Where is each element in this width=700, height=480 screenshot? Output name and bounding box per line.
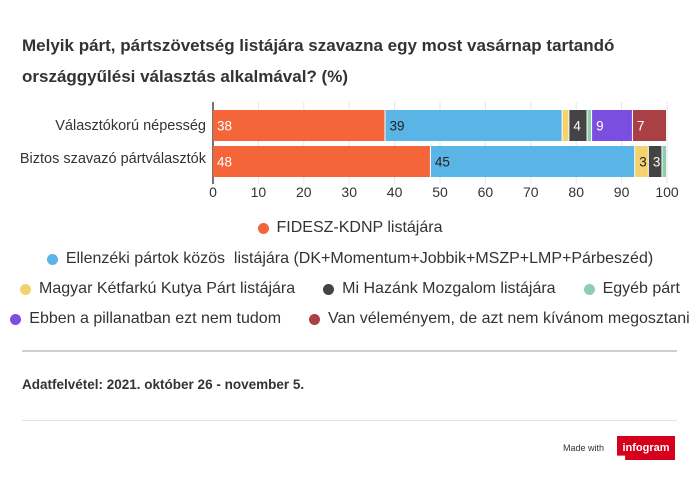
legend-row-4: Ebben a pillanatban ezt nem tudom Van vé… [0,310,700,328]
legend-dot-mi-hazank [323,283,335,295]
legend-item-fidesz[interactable]: FIDESZ-KDNP listájára [257,219,443,237]
footnote: Adatfelvétel: 2021. október 26 - novembe… [22,377,305,392]
stacked-bar-chart: 38 39 4 9 7 48 45 3 3 0 10 20 30 40 50 60 70 80 90 100 [209,102,679,200]
legend-dot-ellenzek [46,253,58,265]
legend-dot-fidesz [257,222,269,234]
bar-segment[interactable] [213,110,385,141]
category-label-valasztokoru: Választókorú népesség [55,118,206,134]
bar-segment[interactable] [632,110,666,141]
x-tick-label: 30 [341,184,357,200]
bar-value-label: 3 [639,155,647,170]
legend-dot-nem-tudom [10,313,22,325]
bar-segment[interactable] [385,110,562,141]
separator-line-bottom [22,420,677,421]
bar-segment[interactable] [569,110,587,141]
x-tick-label: 80 [568,184,584,200]
bar-segment[interactable] [662,146,666,177]
x-tick-label: 20 [296,184,312,200]
made-with-text: Made with [563,443,605,453]
bar-segment[interactable] [648,146,662,177]
bar-value-label: 38 [217,119,232,134]
bar-value-label: 39 [390,119,405,134]
bar-value-label: 45 [435,155,450,170]
legend-dot-mkkp [20,283,32,295]
x-tick-label: 0 [209,184,217,200]
x-tick-label: 100 [655,184,679,200]
bar-value-label: 3 [653,155,661,170]
legend-item-nem-kivanom[interactable]: Van véleményem, de azt nem kívánom megos… [309,310,690,328]
bar-segment[interactable] [592,110,632,141]
legend-row-2: Ellenzéki pártok közös listájára (DK+Mom… [0,250,700,268]
x-tick-label: 70 [523,184,539,200]
bar-value-label: 48 [217,155,232,170]
chart-title: Melyik párt, pártszövetség listájára sza… [22,36,615,86]
legend-item-mi-hazank[interactable]: Mi Hazánk Mozgalom listájára [323,280,556,298]
separator-line [22,350,677,352]
x-tick-label: 90 [614,184,630,200]
legend-label-fidesz: FIDESZ-KDNP listájára [276,219,443,236]
legend-label-mi-hazank: Mi Hazánk Mozgalom listájára [342,280,556,297]
bar-segment[interactable] [430,146,635,177]
bar-segment[interactable] [635,146,648,177]
legend-item-egyeb[interactable]: Egyéb párt [583,280,680,298]
bar-segment[interactable] [587,110,592,141]
legend-row-3: Magyar Kétfarkú Kutya Párt listájára Mi … [0,280,700,298]
legend-dot-egyeb [583,283,595,295]
bar-value-label: 4 [573,119,581,134]
x-tick-label: 40 [387,184,403,200]
bar-segment[interactable] [562,110,569,141]
legend-label-egyeb: Egyéb párt [602,280,680,297]
legend-label-ellenzek: Ellenzéki pártok közös listájára (DK+Mom… [65,250,654,267]
x-tick-label: 50 [432,184,448,200]
x-tick-label: 10 [251,184,267,200]
legend-row-1: FIDESZ-KDNP listájára [0,219,700,237]
legend-item-mkkp[interactable]: Magyar Kétfarkú Kutya Párt listájára [20,280,295,298]
legend-label-nem-kivanom: Van véleményem, de azt nem kívánom megos… [328,310,690,327]
legend-label-nem-tudom: Ebben a pillanatban ezt nem tudom [29,310,282,327]
legend-dot-nem-kivanom [309,313,321,325]
bar-value-label: 7 [637,119,645,134]
legend-item-nem-tudom[interactable]: Ebben a pillanatban ezt nem tudom [10,310,281,328]
category-label-biztos-szavazo: Biztos szavazó pártválasztók [19,151,206,167]
bar-segment[interactable] [213,146,430,177]
bar-value-label: 9 [596,119,604,134]
x-tick-label: 60 [478,184,494,200]
legend-item-ellenzek[interactable]: Ellenzéki pártok közös listájára (DK+Mom… [46,250,654,268]
legend-label-mkkp: Magyar Kétfarkú Kutya Párt listájára [39,280,296,297]
infogram-logo[interactable]: infogram [617,436,675,460]
